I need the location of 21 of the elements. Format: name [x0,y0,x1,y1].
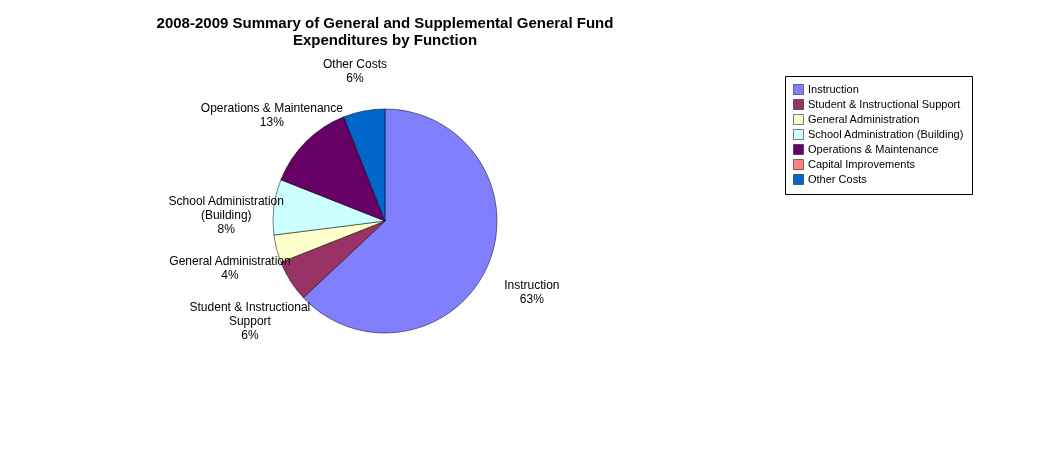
legend-label: Student & Instructional Support [808,97,961,110]
slice-label: School Administration (Building) [168,193,284,222]
legend-label: General Administration [808,112,920,125]
data-label: 63% [519,291,545,306]
slice-label: Other Costs [323,56,388,71]
data-label: 13% [259,114,285,129]
data-label: 4% [221,267,240,282]
slice-label: Instruction [504,277,560,292]
text: 2008-2009 Summary of General and Supplemental General Fund [156,13,614,31]
legend-label: Operations & Maintenance [808,142,939,155]
text: Expenditures by Function [292,30,478,48]
data-label: 6% [241,327,259,342]
legend-label: Instruction [808,82,859,95]
legend-label: Other Costs [808,172,868,185]
data-label: 8% [217,221,236,236]
slice-label: General Administration [169,253,291,268]
slice-label: Operations & Maintenance [200,100,344,115]
legend-label: School Administration (Building) [808,127,964,140]
data-label: 6% [346,70,365,85]
legend-label: Capital Improvements [808,157,916,170]
slice-label: Student & Instructional Support [189,299,311,328]
